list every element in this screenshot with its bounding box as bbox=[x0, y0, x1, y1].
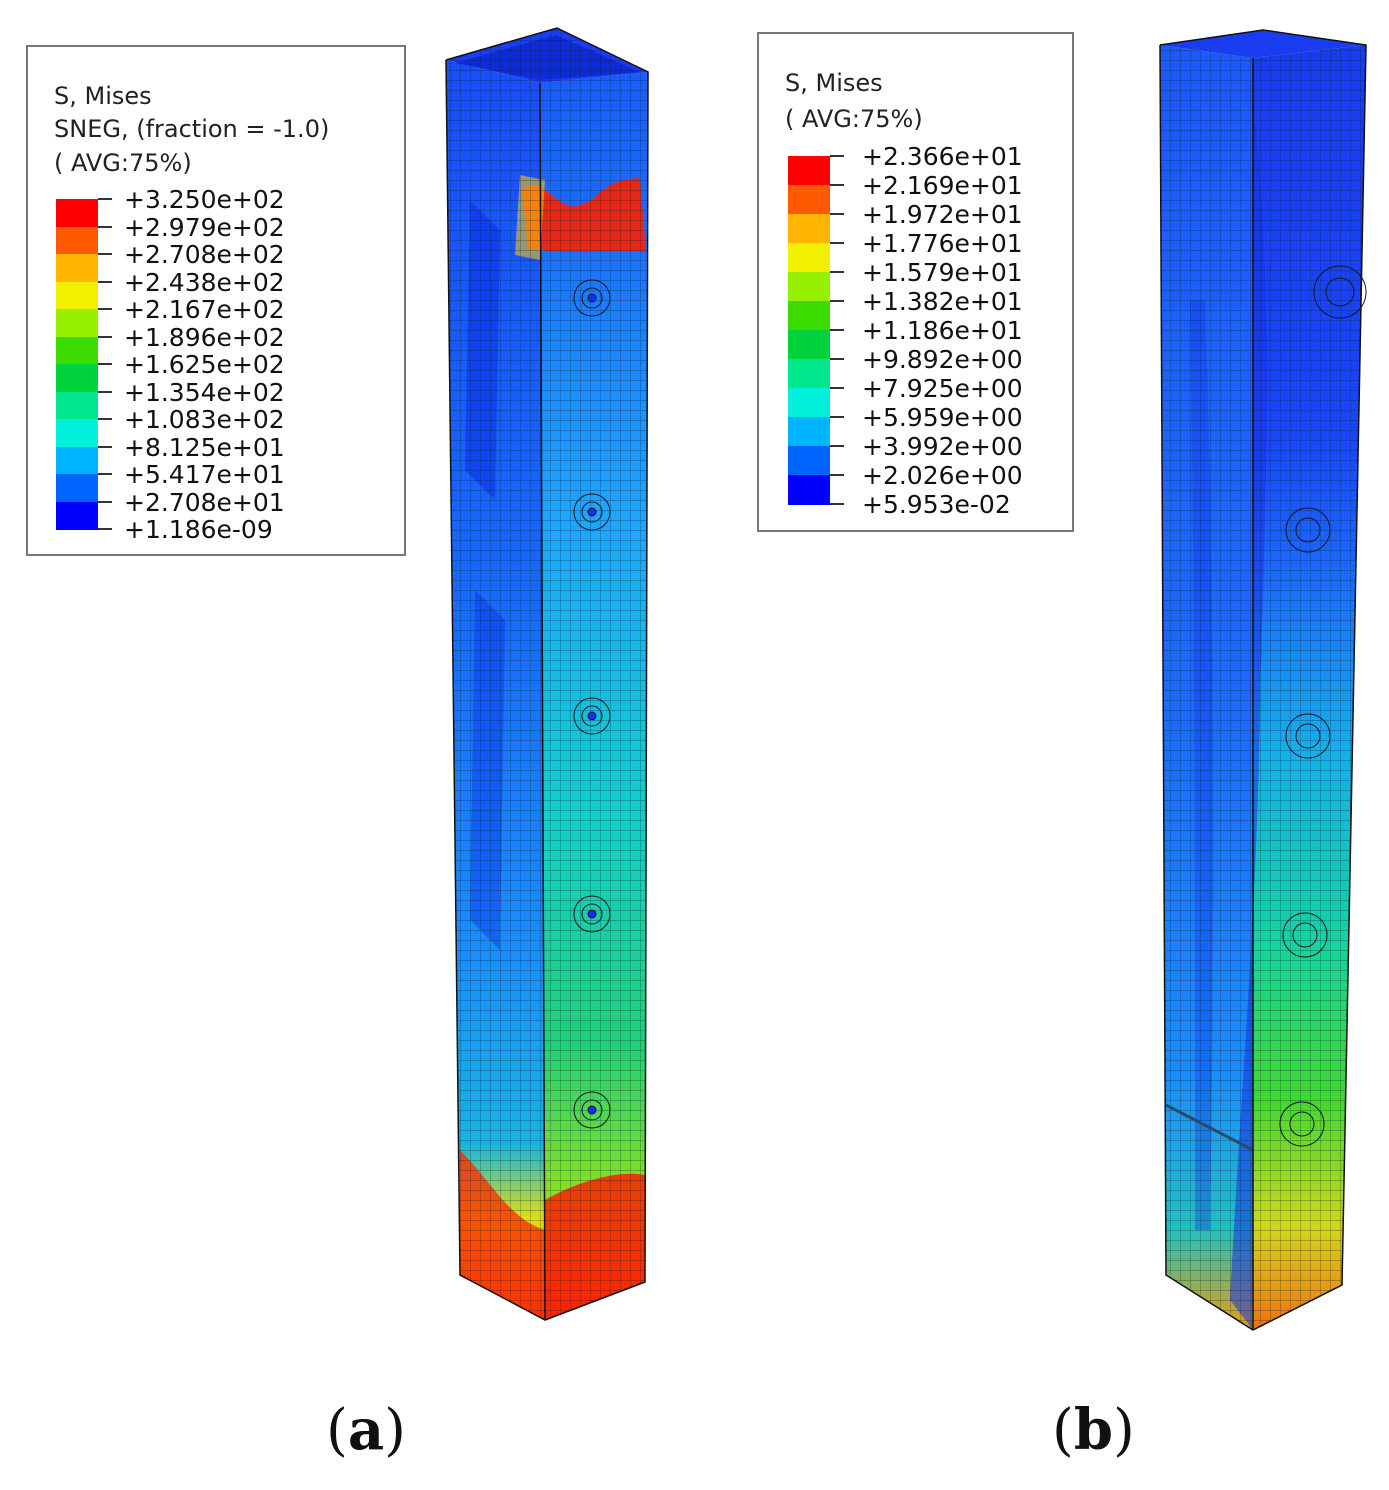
legend-a-color-band bbox=[56, 226, 98, 255]
legend-b-value-label: +1.186e+01 bbox=[862, 316, 1023, 345]
legend-b-tick bbox=[830, 184, 844, 186]
legend-b-color-band bbox=[788, 359, 830, 389]
legend-a-tick bbox=[98, 198, 112, 200]
legend-a-color-band bbox=[56, 501, 98, 530]
caption-b-letter: b bbox=[1073, 1397, 1114, 1463]
legend-b-color-band bbox=[788, 214, 830, 244]
legend-b-value-label: +3.992e+00 bbox=[862, 432, 1023, 461]
legend-a-color-band bbox=[56, 364, 98, 392]
legend-b-value-label: +2.366e+01 bbox=[862, 142, 1023, 171]
legend-a-subtitle: SNEG, (fraction = -1.0) bbox=[54, 115, 330, 143]
legend-a-tick bbox=[98, 390, 112, 393]
legend-b-value-label: +7.925e+00 bbox=[862, 374, 1023, 403]
legend-a-value-label: +1.186e-09 bbox=[124, 515, 273, 544]
legend-a-tick bbox=[98, 528, 112, 530]
legend-a-tick bbox=[98, 253, 112, 255]
legend-a-color-band bbox=[56, 446, 98, 475]
legend-b-value-label: +2.026e+00 bbox=[862, 461, 1023, 490]
legend-b-color-band bbox=[788, 185, 830, 215]
legend-b-value-label: +5.959e+00 bbox=[862, 403, 1023, 432]
legend-a-tick bbox=[98, 445, 112, 448]
legend-b-color-band bbox=[788, 243, 830, 273]
legend-b-colorbar bbox=[788, 156, 830, 505]
legend-a-value-label: +2.708e+01 bbox=[124, 487, 285, 517]
legend-a-tick bbox=[98, 335, 112, 338]
legend-a-title: S, Mises bbox=[54, 82, 152, 110]
legend-b-value-label: +5.953e-02 bbox=[862, 490, 1011, 519]
legend-b-tick bbox=[830, 503, 844, 505]
legend-a-tick bbox=[98, 418, 112, 420]
legend-a-value-label: +2.167e+02 bbox=[124, 295, 285, 324]
legend-b-tick bbox=[830, 213, 844, 215]
legend-b-color-band bbox=[788, 388, 830, 418]
legend-a-value-label: +5.417e+01 bbox=[124, 460, 285, 489]
legend-a-color-band bbox=[56, 199, 98, 227]
legend-b-tick bbox=[830, 155, 844, 157]
legend-b: S, Mises ( AVG:75%) +2.366e+01 +2.169e+01… bbox=[757, 32, 1074, 532]
legend-a-tick bbox=[98, 363, 112, 365]
legend-a-avg: ( AVG:75%) bbox=[54, 149, 192, 177]
legend-b-tick bbox=[830, 358, 844, 360]
legend-a-value-label: +3.250e+02 bbox=[124, 185, 285, 214]
legend-a-value-label: +1.625e+02 bbox=[124, 350, 285, 379]
legend-b-tick bbox=[830, 329, 844, 331]
legend-b-tick bbox=[830, 387, 844, 389]
legend-a-color-band bbox=[56, 391, 98, 420]
legend-b-color-band bbox=[788, 301, 830, 331]
legend-b-value-label: +1.382e+01 bbox=[862, 287, 1023, 316]
legend-a-value-label: +2.979e+02 bbox=[124, 212, 285, 242]
legend-a-color-band bbox=[56, 281, 98, 310]
legend-b-value-label: +2.169e+01 bbox=[862, 171, 1023, 200]
legend-b-tick bbox=[830, 242, 844, 244]
caption-a: (a) bbox=[326, 1397, 407, 1463]
legend-a-value-label: +8.125e+01 bbox=[124, 432, 285, 462]
legend-a-value-label: +2.708e+02 bbox=[124, 240, 285, 269]
legend-a-tick bbox=[98, 473, 112, 475]
legend-a-tick bbox=[98, 500, 112, 503]
legend-b-tick bbox=[830, 445, 844, 447]
legend-a: S, Mises SNEG, (fraction = -1.0) ( AVG:7… bbox=[26, 45, 406, 556]
legend-a-value-label: +1.083e+02 bbox=[124, 405, 285, 434]
legend-a-value-label: +1.896e+02 bbox=[124, 322, 285, 352]
legend-b-value-label: +1.579e+01 bbox=[862, 258, 1023, 287]
legend-a-color-band bbox=[56, 254, 98, 282]
legend-a-value-label: +2.438e+02 bbox=[124, 267, 285, 297]
legend-a-color-band bbox=[56, 309, 98, 337]
legend-b-color-band bbox=[788, 475, 830, 505]
legend-b-value-label: +1.972e+01 bbox=[862, 200, 1023, 229]
caption-b: (b) bbox=[1052, 1397, 1135, 1463]
legend-a-color-band bbox=[56, 419, 98, 447]
legend-b-color-band bbox=[788, 446, 830, 476]
legend-b-color-band bbox=[788, 156, 830, 186]
legend-b-avg: ( AVG:75%) bbox=[785, 105, 923, 133]
legend-b-color-band bbox=[788, 417, 830, 447]
caption-a-letter: a bbox=[347, 1397, 385, 1463]
legend-a-value-label: +1.354e+02 bbox=[124, 377, 285, 407]
legend-b-value-label: +1.776e+01 bbox=[862, 229, 1023, 258]
legend-a-color-band bbox=[56, 336, 98, 365]
legend-b-title: S, Mises bbox=[785, 69, 883, 97]
legend-b-tick bbox=[830, 416, 844, 418]
legend-b-tick bbox=[830, 474, 844, 476]
legend-b-tick bbox=[830, 300, 844, 302]
legend-b-color-band bbox=[788, 272, 830, 302]
legend-b-color-band bbox=[788, 330, 830, 360]
legend-a-tick bbox=[98, 308, 112, 310]
legend-b-tick bbox=[830, 271, 844, 273]
legend-a-tick bbox=[98, 280, 112, 283]
legend-b-value-label: +9.892e+00 bbox=[862, 345, 1023, 374]
legend-a-color-band bbox=[56, 474, 98, 502]
legend-a-tick bbox=[98, 225, 112, 228]
legend-a-colorbar bbox=[56, 199, 98, 530]
